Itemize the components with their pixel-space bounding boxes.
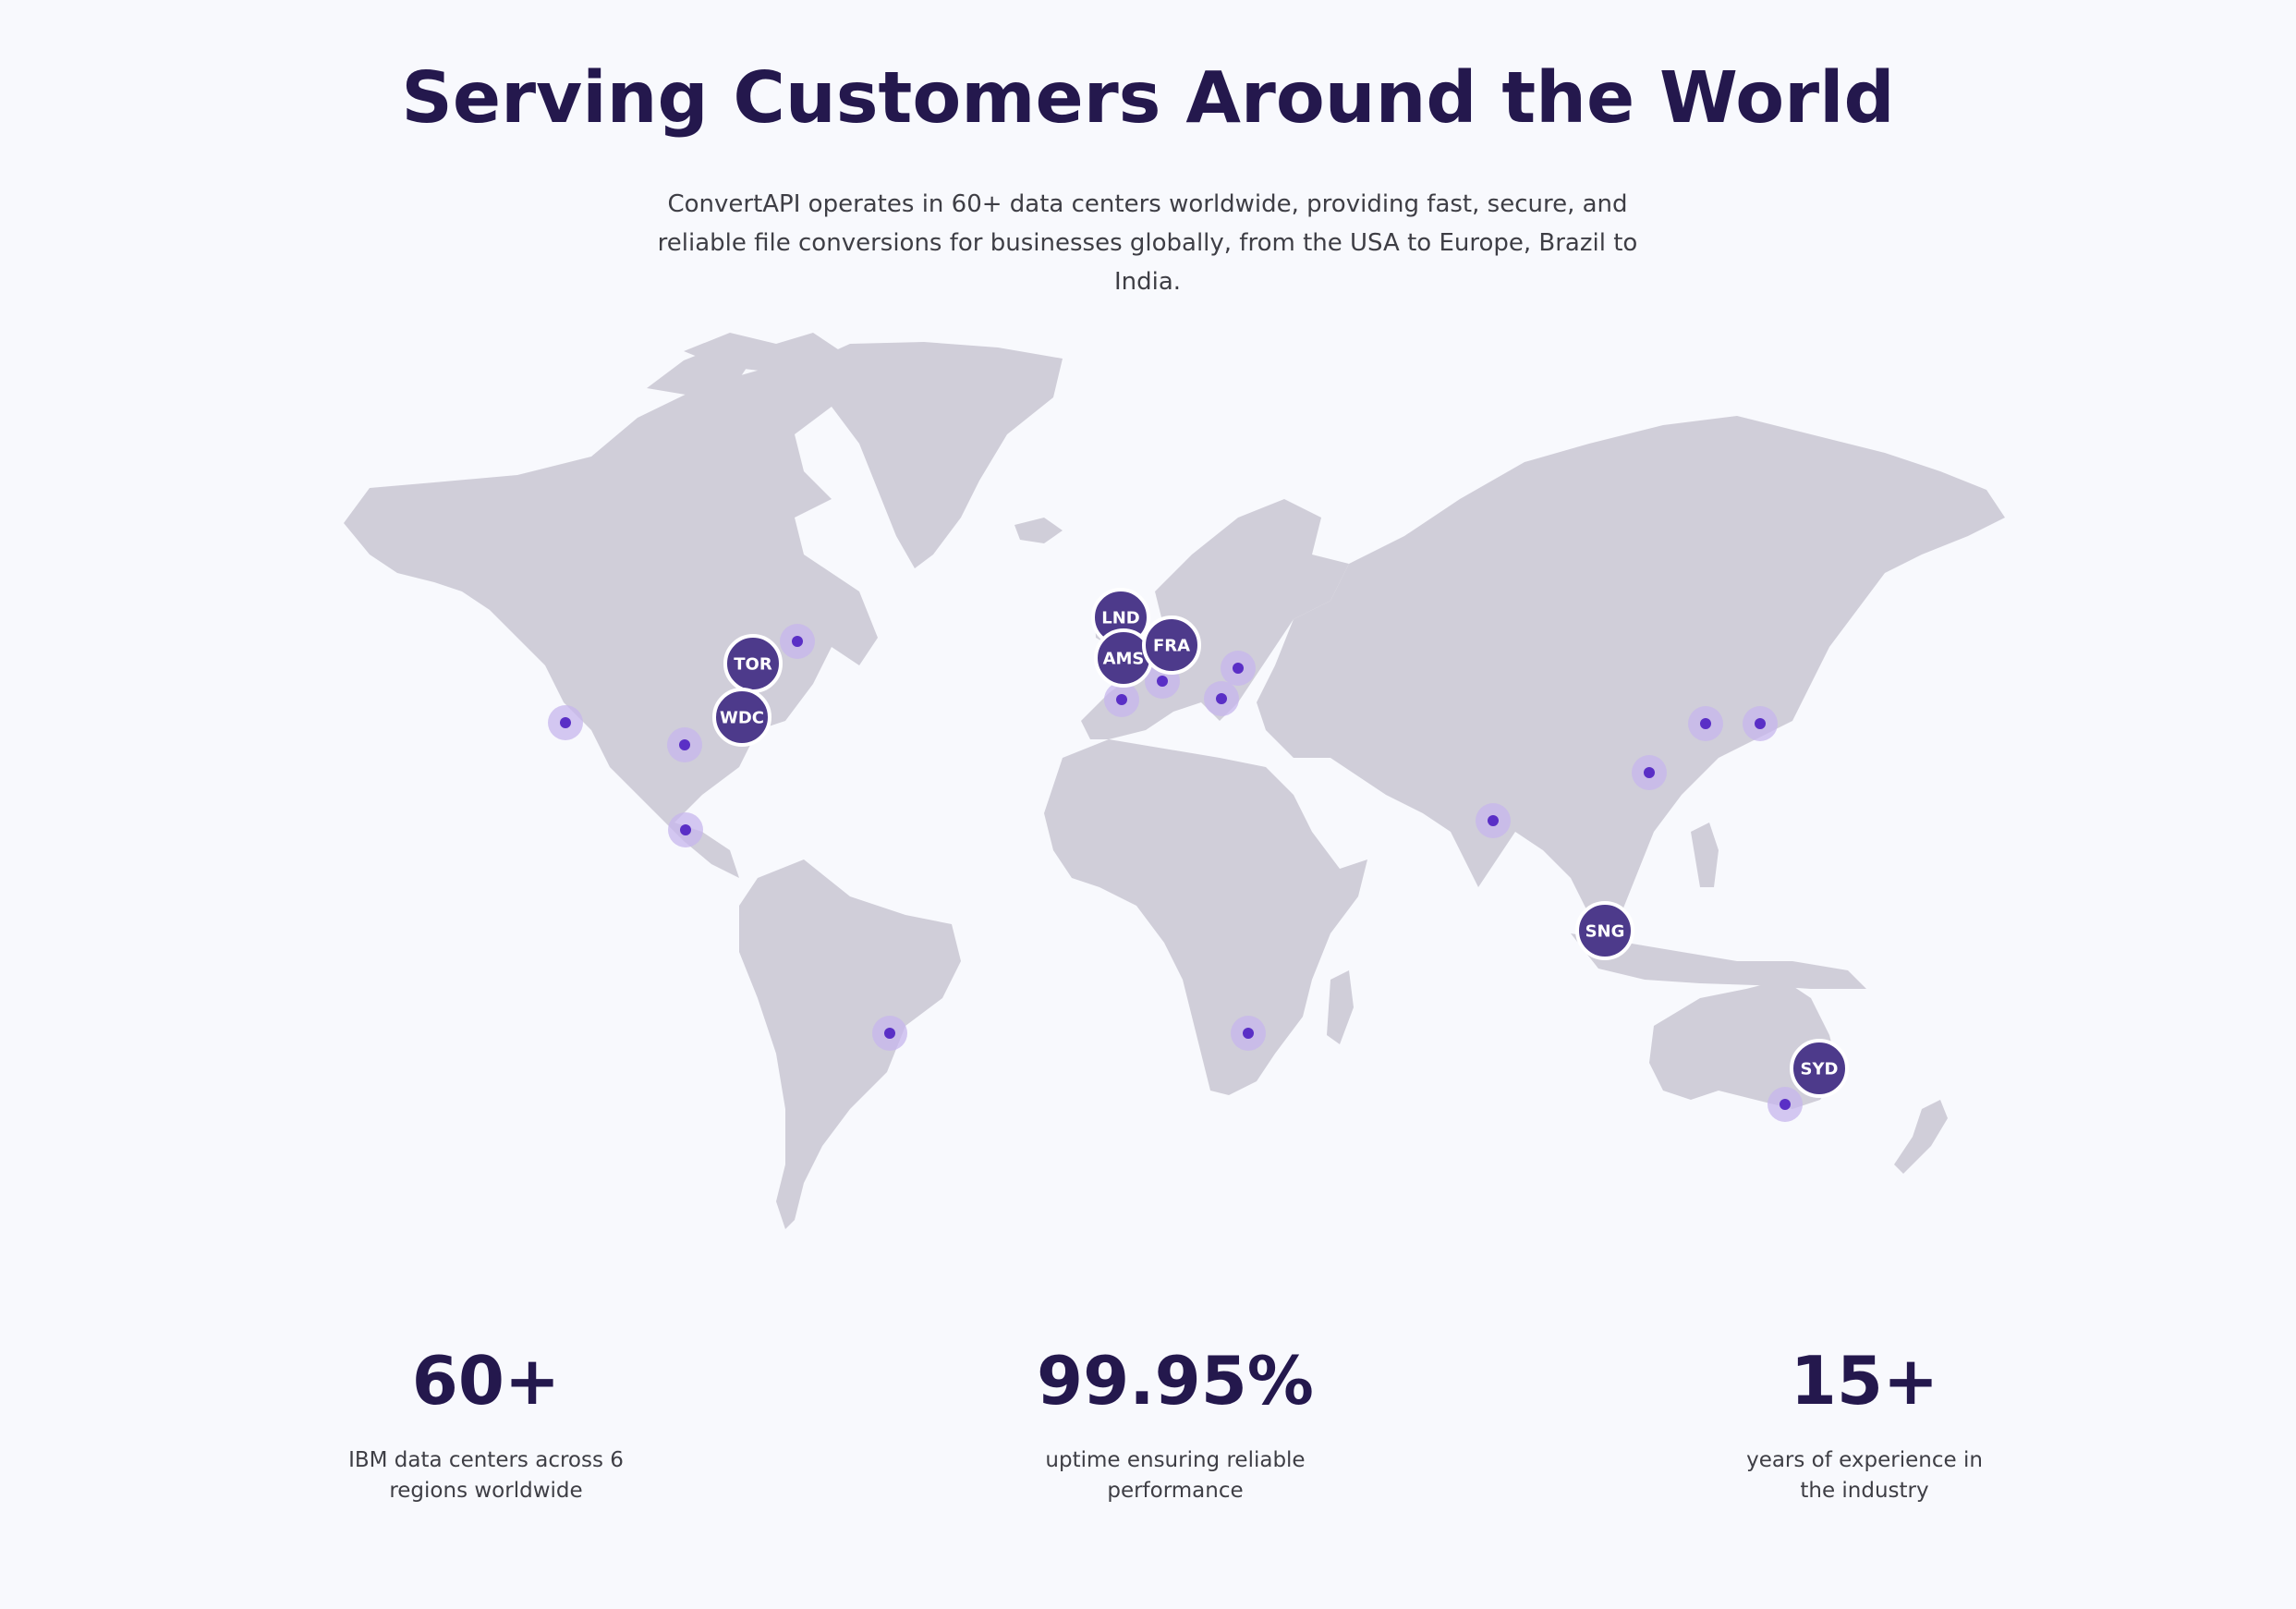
data-center-dot: [1688, 706, 1723, 741]
indonesia-landmass: [1571, 933, 1866, 989]
region-label-tor: TOR: [734, 655, 772, 675]
region-marker-fra[interactable]: FRA: [1142, 616, 1201, 675]
region-label-lnd: LND: [1101, 609, 1139, 628]
region-marker-syd[interactable]: SYD: [1790, 1039, 1849, 1098]
canadian-archipelago-landmass: [684, 333, 841, 372]
data-center-dots: [548, 624, 1803, 1122]
page-subtitle: ConvertAPI operates in 60+ data centers …: [657, 190, 1638, 296]
data-center-dot: [667, 727, 702, 762]
stat-uptime: 99.95% uptime ensuring reliable performa…: [981, 1340, 1369, 1506]
philippines-landmass: [1691, 823, 1719, 887]
region-marker-tor[interactable]: TOR: [723, 634, 783, 693]
stat-value: 60+: [411, 1342, 561, 1420]
data-center-dot: [1104, 682, 1139, 717]
data-center-dot: [1632, 755, 1667, 790]
region-marker-wdc[interactable]: WDC: [712, 688, 771, 747]
south-america-landmass: [739, 859, 961, 1229]
region-label-ams: AMS: [1103, 650, 1145, 669]
region-markers: TOR WDC LND AMS FRA SNG: [712, 588, 1849, 1098]
region-label-syd: SYD: [1801, 1060, 1839, 1079]
region-label-wdc: WDC: [720, 709, 764, 728]
data-center-dot: [548, 705, 583, 740]
stat-data-centers: 60+ IBM data centers across 6 regions wo…: [292, 1340, 680, 1506]
data-center-dot: [1476, 803, 1511, 838]
stat-caption: years of experience in the industry: [1746, 1448, 1983, 1503]
africa-landmass: [1044, 739, 1367, 1095]
data-center-dot: [1231, 1016, 1266, 1051]
region-label-sng: SNG: [1585, 922, 1625, 942]
madagascar-landmass: [1327, 970, 1354, 1044]
region-label-fra: FRA: [1153, 637, 1190, 656]
north-america-landmass: [344, 351, 878, 878]
stat-caption: IBM data centers across 6 regions worldw…: [348, 1448, 624, 1503]
region-marker-sng[interactable]: SNG: [1575, 901, 1634, 960]
data-center-dot: [1768, 1087, 1803, 1122]
iceland-landmass: [1014, 518, 1063, 543]
stat-value: 99.95%: [1037, 1342, 1314, 1420]
data-center-dot: [668, 812, 703, 847]
data-center-dot: [1221, 651, 1256, 686]
data-center-dot: [1743, 706, 1778, 741]
greenland-landmass: [813, 342, 1063, 568]
data-center-dot: [1204, 681, 1239, 716]
asia-landmass: [1257, 416, 2005, 924]
continents: [344, 333, 2005, 1229]
data-center-dot: [780, 624, 815, 659]
data-center-dot: [872, 1016, 907, 1051]
stat-caption: uptime ensuring reliable performance: [1045, 1448, 1306, 1503]
stat-experience: 15+ years of experience in the industry: [1670, 1340, 2059, 1506]
stat-value: 15+: [1790, 1342, 1939, 1420]
page-title: Serving Customers Around the World: [401, 57, 1895, 140]
new-zealand-landmass: [1894, 1100, 1948, 1174]
